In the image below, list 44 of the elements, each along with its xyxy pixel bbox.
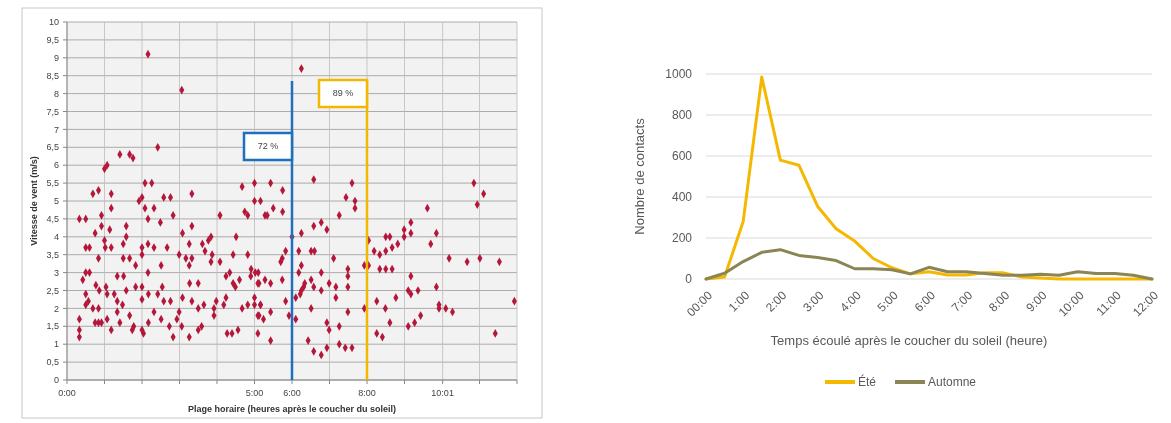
x-tick-label: 10:01 bbox=[431, 388, 454, 398]
annotation: 72 % bbox=[257, 141, 279, 152]
y-tick-label: 4,5 bbox=[46, 214, 59, 225]
x-tick-label: 6:00 bbox=[911, 287, 939, 315]
y-tick-label: 6 bbox=[53, 160, 59, 171]
y-tick-label: 200 bbox=[671, 231, 693, 246]
x-tick-label: 6:00 bbox=[283, 388, 301, 398]
line-series bbox=[704, 248, 1154, 281]
y-tick-label: 0 bbox=[53, 375, 59, 386]
y-tick-label: 0,5 bbox=[46, 357, 59, 368]
y-tick-label: 8 bbox=[53, 88, 59, 99]
y-tick-label: 10 bbox=[48, 17, 59, 28]
x-tick-label: 5:00 bbox=[245, 388, 264, 398]
x-tick-label: 4:00 bbox=[837, 287, 864, 315]
y-tick-label: 6,5 bbox=[46, 142, 59, 153]
x-axis-title: Plage horaire (heures après le coucher du soleil) bbox=[187, 404, 397, 414]
y-tick-label: 3 bbox=[53, 267, 59, 278]
x-tick-label: 8:00 bbox=[358, 388, 376, 398]
y-tick-label: 9,5 bbox=[46, 35, 59, 46]
y-tick-label: 9 bbox=[53, 52, 59, 63]
y-tick-label: 800 bbox=[671, 108, 693, 123]
y-axis-title: Vitesse de vent (m/s) bbox=[29, 156, 39, 246]
y-tick-label: 600 bbox=[671, 149, 693, 164]
y-tick-label: 7,5 bbox=[46, 106, 59, 117]
x-tick-label: 0:00 bbox=[58, 388, 76, 398]
y-tick-label: 5 bbox=[53, 196, 59, 207]
y-tick-label: 1,5 bbox=[46, 321, 59, 332]
legend-label: Automne bbox=[928, 375, 977, 390]
y-tick-label: 8,5 bbox=[46, 70, 59, 81]
x-axis-title: Temps écoulé après le coucher du soleil (heure) bbox=[770, 333, 1048, 348]
y-tick-label: 400 bbox=[671, 190, 693, 205]
y-axis-title: Nombre de contacts bbox=[632, 117, 647, 235]
y-tick-label: 5,5 bbox=[46, 178, 59, 189]
y-tick-label: 1000 bbox=[665, 67, 693, 82]
annotation: 89 % bbox=[332, 88, 354, 99]
y-tick-label: 2 bbox=[53, 303, 59, 314]
x-tick-label: 7:00 bbox=[948, 287, 976, 315]
y-tick-label: 3,5 bbox=[46, 249, 59, 260]
y-tick-label: 4 bbox=[53, 231, 59, 242]
legend-label: Été bbox=[858, 374, 877, 390]
y-tick-label: 2,5 bbox=[46, 285, 59, 296]
y-tick-label: 7 bbox=[53, 124, 59, 135]
y-tick-label: 1 bbox=[53, 339, 59, 350]
y-tick-label: 0 bbox=[685, 272, 693, 287]
